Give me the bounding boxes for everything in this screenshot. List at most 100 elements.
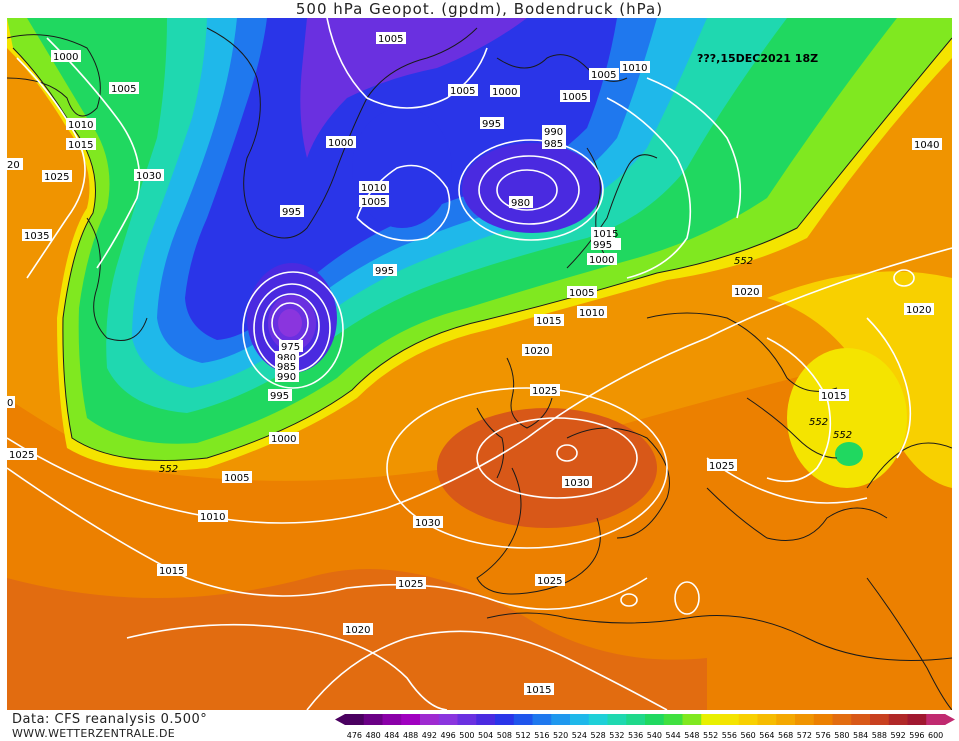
legend-value-label: 576 bbox=[815, 731, 830, 740]
svg-text:985: 985 bbox=[277, 362, 296, 373]
legend-value-label: 492 bbox=[422, 731, 437, 740]
data-source-label: Data: CFS reanalysis 0.500° bbox=[12, 712, 208, 727]
svg-text:985: 985 bbox=[544, 139, 563, 150]
isobar-label: 1000 bbox=[51, 50, 81, 63]
svg-text:1000: 1000 bbox=[492, 87, 517, 98]
contour-label-552: 552 bbox=[833, 430, 852, 441]
isobar-label: 1005 bbox=[359, 195, 389, 208]
legend-value-label: 544 bbox=[665, 731, 680, 740]
svg-text:1010: 1010 bbox=[622, 63, 647, 74]
svg-text:995: 995 bbox=[282, 207, 301, 218]
legend-swatch bbox=[645, 714, 665, 725]
legend-swatch bbox=[738, 714, 758, 725]
legend-value-label: 588 bbox=[872, 731, 887, 740]
isobar-label: 0 bbox=[7, 396, 15, 409]
legend-value-label: 572 bbox=[797, 731, 812, 740]
svg-text:1005: 1005 bbox=[361, 197, 386, 208]
svg-text:20: 20 bbox=[7, 160, 20, 171]
legend-arrow-right bbox=[945, 714, 955, 725]
svg-text:1005: 1005 bbox=[562, 92, 587, 103]
legend-swatch bbox=[851, 714, 871, 725]
legend-swatch bbox=[345, 714, 365, 725]
isobar-label: 1035 bbox=[22, 229, 52, 242]
isobar-labels: 1000 1005 1005 1010 1015 1025 1030 1035 … bbox=[7, 32, 942, 696]
isobar-label: 985 bbox=[542, 137, 566, 150]
svg-text:995: 995 bbox=[593, 240, 612, 251]
svg-text:1005: 1005 bbox=[450, 86, 475, 97]
legend-swatch bbox=[570, 714, 590, 725]
svg-text:1025: 1025 bbox=[532, 386, 557, 397]
legend-value-label: 552 bbox=[703, 731, 718, 740]
legend-swatch bbox=[457, 714, 477, 725]
isobar-label: 1020 bbox=[522, 344, 552, 357]
svg-text:1005: 1005 bbox=[569, 288, 594, 299]
svg-text:1015: 1015 bbox=[536, 316, 561, 327]
isobar-label: 1010 bbox=[577, 306, 607, 319]
isobar-label: 1005 bbox=[448, 84, 478, 97]
legend-value-label: 504 bbox=[478, 731, 493, 740]
isobar-label: 1010 bbox=[359, 181, 389, 194]
contour-552-line bbox=[12, 37, 952, 461]
svg-text:1015: 1015 bbox=[821, 391, 846, 402]
legend-value-label: 532 bbox=[609, 731, 624, 740]
isobar-label: 1040 bbox=[912, 138, 942, 151]
legend-swatch bbox=[757, 714, 777, 725]
isobar-label: 990 bbox=[275, 370, 299, 383]
contour-labels: 552 552 552 552 bbox=[159, 256, 852, 475]
legend-arrow-left bbox=[335, 714, 345, 725]
legend-value-label: 480 bbox=[365, 731, 380, 740]
svg-text:1020: 1020 bbox=[734, 287, 759, 298]
svg-text:1035: 1035 bbox=[24, 231, 49, 242]
svg-text:1010: 1010 bbox=[361, 183, 386, 194]
isobar-label: 1015 bbox=[534, 314, 564, 327]
svg-text:1025: 1025 bbox=[398, 579, 423, 590]
legend-swatch bbox=[907, 714, 927, 725]
svg-text:0: 0 bbox=[7, 398, 13, 409]
svg-text:1005: 1005 bbox=[378, 34, 403, 45]
svg-text:995: 995 bbox=[270, 391, 289, 402]
legend-value-label: 560 bbox=[740, 731, 755, 740]
svg-text:1015: 1015 bbox=[68, 140, 93, 151]
contour-label-552: 552 bbox=[159, 464, 178, 475]
legend-swatch bbox=[701, 714, 721, 725]
svg-text:980: 980 bbox=[277, 353, 296, 364]
svg-text:990: 990 bbox=[544, 127, 563, 138]
weather-map: 1000 1005 1005 1010 1015 1025 1030 1035 … bbox=[7, 18, 952, 710]
svg-text:1030: 1030 bbox=[415, 518, 440, 529]
legend-value-label: 600 bbox=[928, 731, 943, 740]
svg-text:990: 990 bbox=[277, 372, 296, 383]
isobar-label: 995 bbox=[268, 389, 292, 402]
legend-value-label: 540 bbox=[647, 731, 662, 740]
legend-swatch bbox=[776, 714, 796, 725]
legend-swatch bbox=[926, 714, 946, 725]
legend-swatch bbox=[382, 714, 402, 725]
svg-text:1030: 1030 bbox=[564, 478, 589, 489]
legend-swatch bbox=[532, 714, 552, 725]
legend-swatch bbox=[513, 714, 533, 725]
legend-swatch bbox=[832, 714, 852, 725]
legend-value-label: 584 bbox=[853, 731, 868, 740]
legend-value-label: 508 bbox=[497, 731, 512, 740]
isobar-label: 1010 bbox=[198, 510, 228, 523]
svg-text:1005: 1005 bbox=[111, 84, 136, 95]
svg-text:1015: 1015 bbox=[526, 685, 551, 696]
legend-swatch bbox=[588, 714, 608, 725]
legend-value-label: 536 bbox=[628, 731, 643, 740]
legend-value-label: 528 bbox=[590, 731, 605, 740]
isobar-label: 1015 bbox=[66, 138, 96, 151]
isobar-label: 1025 bbox=[707, 459, 737, 472]
isobar-label: 990 bbox=[542, 125, 566, 138]
svg-text:1030: 1030 bbox=[136, 171, 161, 182]
isobar-label: 1005 bbox=[560, 90, 590, 103]
legend-value-label: 484 bbox=[384, 731, 399, 740]
isobar-label: 1005 bbox=[567, 286, 597, 299]
isobar-label: 980 bbox=[509, 196, 533, 209]
isobar-label: 1025 bbox=[530, 384, 560, 397]
svg-text:980: 980 bbox=[511, 198, 530, 209]
svg-text:995: 995 bbox=[375, 266, 394, 277]
legend-value-label: 476 bbox=[347, 731, 362, 740]
svg-text:1025: 1025 bbox=[9, 450, 34, 461]
legend-swatch bbox=[607, 714, 627, 725]
isobar-label: 1000 bbox=[269, 432, 299, 445]
legend-value-label: 512 bbox=[515, 731, 530, 740]
